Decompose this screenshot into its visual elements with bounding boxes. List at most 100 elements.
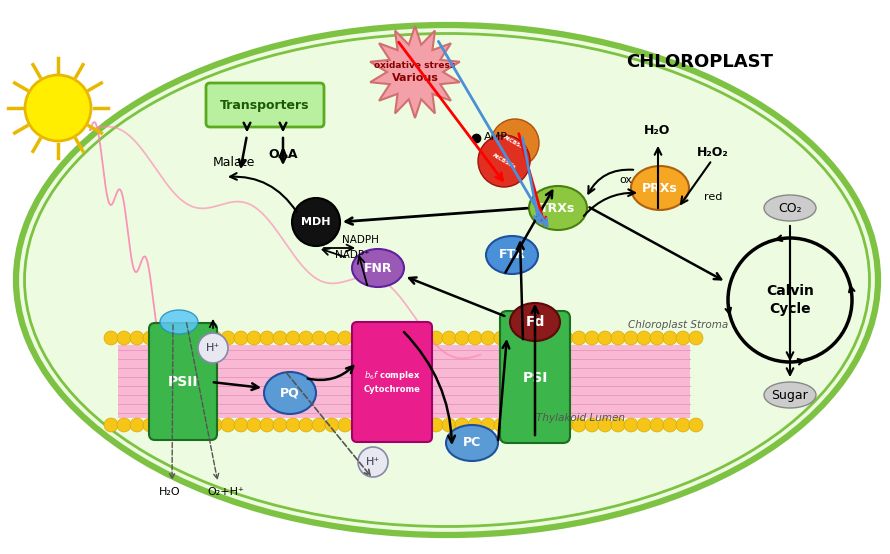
Circle shape	[598, 331, 612, 345]
Circle shape	[572, 418, 586, 432]
Circle shape	[143, 418, 157, 432]
Ellipse shape	[16, 25, 878, 535]
Circle shape	[689, 331, 703, 345]
Circle shape	[182, 331, 196, 345]
Circle shape	[429, 331, 443, 345]
Text: MDH: MDH	[301, 217, 331, 227]
Circle shape	[494, 418, 508, 432]
Circle shape	[377, 331, 391, 345]
Circle shape	[403, 418, 417, 432]
Text: FTR: FTR	[498, 249, 525, 261]
Circle shape	[650, 331, 664, 345]
Circle shape	[208, 331, 222, 345]
Circle shape	[104, 331, 118, 345]
Text: H₂O: H₂O	[643, 124, 670, 136]
Circle shape	[546, 418, 560, 432]
Ellipse shape	[160, 310, 198, 334]
Circle shape	[221, 331, 235, 345]
Circle shape	[533, 331, 547, 345]
Text: FNR: FNR	[364, 261, 392, 274]
Text: PQ: PQ	[280, 387, 300, 399]
Circle shape	[442, 331, 456, 345]
Circle shape	[299, 331, 313, 345]
Circle shape	[585, 331, 599, 345]
Circle shape	[416, 331, 430, 345]
Circle shape	[689, 418, 703, 432]
FancyBboxPatch shape	[118, 345, 690, 418]
Ellipse shape	[352, 249, 404, 287]
FancyBboxPatch shape	[149, 323, 217, 440]
Circle shape	[234, 331, 248, 345]
Circle shape	[338, 418, 352, 432]
Circle shape	[156, 418, 170, 432]
Text: Transporters: Transporters	[220, 99, 310, 111]
Text: red: red	[704, 192, 722, 202]
Circle shape	[611, 418, 625, 432]
Polygon shape	[370, 26, 460, 118]
Circle shape	[104, 418, 118, 432]
Circle shape	[442, 418, 456, 432]
Circle shape	[338, 331, 352, 345]
Circle shape	[156, 331, 170, 345]
Circle shape	[195, 331, 209, 345]
Circle shape	[403, 331, 417, 345]
Text: Calvin
Cycle: Calvin Cycle	[766, 284, 814, 316]
Text: Cytochrome: Cytochrome	[363, 386, 420, 394]
Text: Various: Various	[392, 73, 439, 83]
Circle shape	[312, 331, 326, 345]
Circle shape	[559, 418, 573, 432]
Circle shape	[637, 331, 651, 345]
Circle shape	[507, 418, 521, 432]
Circle shape	[130, 331, 144, 345]
Circle shape	[221, 418, 235, 432]
Circle shape	[25, 75, 91, 141]
Ellipse shape	[446, 425, 498, 461]
Text: PSI: PSI	[522, 371, 547, 385]
Text: Sugar: Sugar	[772, 388, 808, 402]
Circle shape	[169, 418, 183, 432]
Circle shape	[260, 331, 274, 345]
Text: Thylakoid Lumen: Thylakoid Lumen	[536, 413, 625, 423]
Text: OAA: OAA	[268, 148, 298, 162]
Circle shape	[637, 418, 651, 432]
Ellipse shape	[510, 303, 560, 341]
Circle shape	[351, 331, 365, 345]
Circle shape	[117, 418, 131, 432]
Circle shape	[611, 331, 625, 345]
Circle shape	[624, 418, 638, 432]
Text: CO₂: CO₂	[778, 202, 802, 214]
Ellipse shape	[764, 195, 816, 221]
Circle shape	[130, 418, 144, 432]
Text: H₂O: H₂O	[159, 487, 181, 497]
Text: AtCBSXs: AtCBSXs	[491, 152, 517, 170]
Circle shape	[481, 418, 495, 432]
Circle shape	[650, 418, 664, 432]
Text: Malate: Malate	[213, 156, 255, 170]
Circle shape	[478, 135, 530, 187]
Circle shape	[143, 331, 157, 345]
Text: O₂+H⁺: O₂+H⁺	[207, 487, 245, 497]
Ellipse shape	[264, 372, 316, 414]
Circle shape	[358, 447, 388, 477]
Circle shape	[624, 331, 638, 345]
Text: H⁺: H⁺	[206, 343, 220, 353]
Text: AtCBSXs: AtCBSXs	[502, 134, 528, 152]
Circle shape	[208, 418, 222, 432]
Circle shape	[598, 418, 612, 432]
Circle shape	[585, 418, 599, 432]
Circle shape	[351, 418, 365, 432]
Text: Chloroplast Stroma: Chloroplast Stroma	[628, 320, 728, 330]
Circle shape	[195, 418, 209, 432]
Circle shape	[572, 331, 586, 345]
Circle shape	[676, 418, 690, 432]
Circle shape	[286, 418, 300, 432]
Text: H₂O₂: H₂O₂	[697, 146, 729, 160]
Text: AMP: AMP	[484, 132, 508, 142]
Circle shape	[507, 331, 521, 345]
Text: H⁺: H⁺	[366, 457, 380, 467]
Circle shape	[416, 418, 430, 432]
FancyBboxPatch shape	[206, 83, 324, 127]
Circle shape	[468, 418, 482, 432]
Circle shape	[676, 331, 690, 345]
Text: oxidative stress: oxidative stress	[375, 60, 456, 69]
